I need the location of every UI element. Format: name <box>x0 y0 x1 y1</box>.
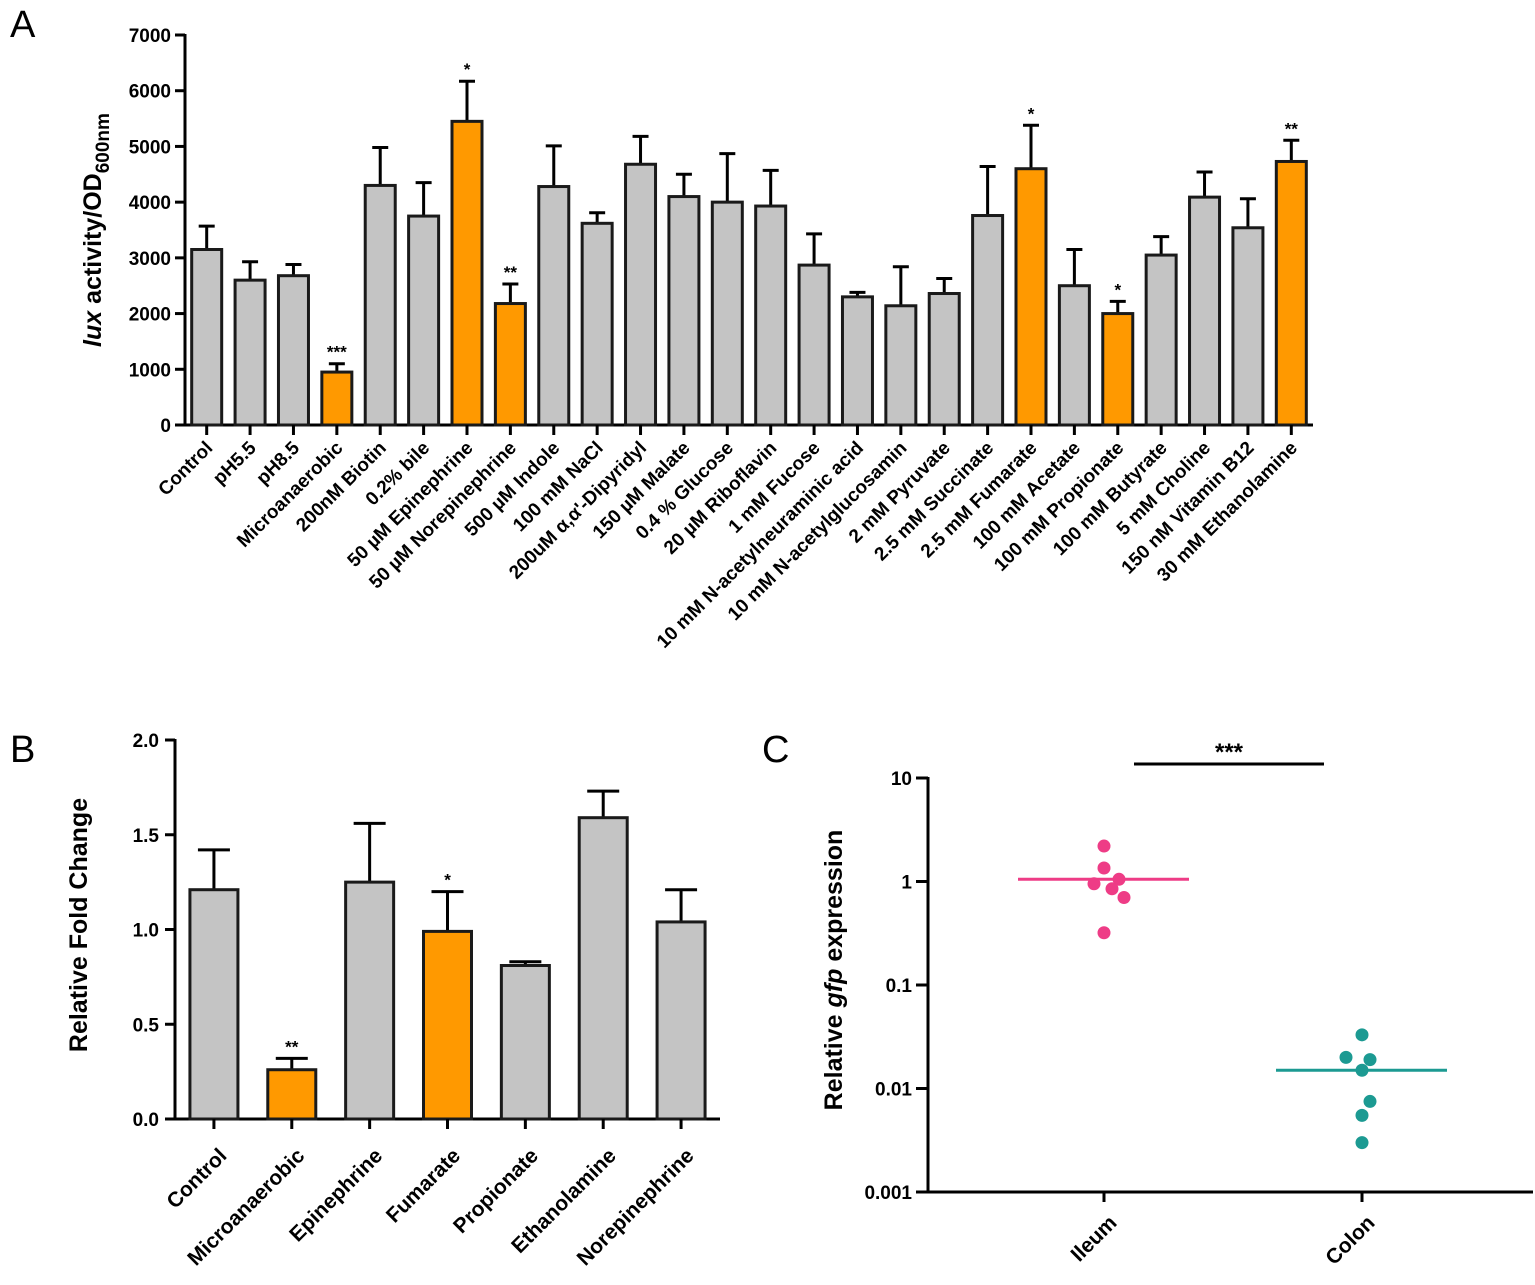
data-point <box>1097 861 1111 875</box>
y-tick-label: 10 <box>891 769 912 790</box>
category-label: Colon <box>1321 1211 1379 1269</box>
data-point <box>1363 1053 1377 1067</box>
bar <box>840 295 874 427</box>
data-point <box>1339 1050 1353 1064</box>
significance-label: ** <box>504 263 518 282</box>
data-point <box>1097 839 1111 853</box>
data-point <box>1097 926 1111 940</box>
significance-label: * <box>1114 280 1121 299</box>
data-point <box>1355 1136 1369 1150</box>
bar <box>407 214 441 427</box>
y-tick-label: 1.5 <box>133 826 160 847</box>
y-axis-label: Relative Fold Change <box>65 798 93 1052</box>
bar <box>344 880 396 1121</box>
bar <box>1014 167 1048 427</box>
significance-label: *** <box>327 343 347 362</box>
data-point <box>1087 877 1101 891</box>
significance-label: * <box>464 60 471 79</box>
bar <box>884 304 918 427</box>
data-point <box>1112 872 1126 886</box>
y-axis-label: lux activity/OD600nm <box>79 113 114 347</box>
y-label-text: activity/OD <box>79 173 107 311</box>
panel-a: A 0 1000 2000 3000 4000 5000 6000 7000 lux activ… <box>10 4 1313 653</box>
category-label: pH5.5 <box>209 437 261 489</box>
significance-label: ** <box>1285 119 1299 138</box>
bar <box>971 214 1005 427</box>
bar <box>667 195 701 427</box>
data-point <box>1355 1063 1369 1077</box>
panel-letter-c: C <box>762 729 789 771</box>
y-tick-label: 5000 <box>129 137 171 158</box>
panel-c: C 0.001 0.01 0.1 1 10 Relative gfp expression… <box>762 729 1533 1270</box>
y-tick-label: 2.0 <box>133 731 159 752</box>
bar <box>1231 226 1265 427</box>
bar <box>710 200 744 427</box>
bar <box>363 183 397 427</box>
bar <box>580 221 614 427</box>
y-tick-label: 4000 <box>129 193 171 214</box>
bar <box>1188 195 1222 427</box>
bar <box>276 274 310 427</box>
y-tick-label: 1 <box>901 873 912 894</box>
bar <box>320 370 354 427</box>
y-tick-label: 6000 <box>129 82 171 103</box>
bar <box>1144 253 1178 427</box>
bar <box>450 119 484 427</box>
bar <box>190 248 224 427</box>
bar <box>1274 159 1308 427</box>
y-axis-label: Relative gfp expression <box>820 830 848 1111</box>
category-label: Fumarate <box>382 1144 465 1227</box>
y-tick-label: 0.001 <box>864 1183 912 1204</box>
category-label: Control <box>155 438 218 501</box>
y-tick-label: 3000 <box>129 249 171 270</box>
bar <box>655 920 707 1121</box>
y-label-text: Relative <box>820 1007 848 1110</box>
data-point <box>1355 1028 1369 1042</box>
significance-label: * <box>444 871 451 890</box>
significance-label: ** <box>285 1037 299 1056</box>
bar <box>624 162 658 427</box>
bar <box>1101 312 1135 427</box>
y-label-italic: lux <box>79 310 107 347</box>
panel-letter-b: B <box>10 729 35 771</box>
y-tick-label: 1.0 <box>133 921 159 942</box>
y-tick-label: 0.5 <box>133 1015 160 1036</box>
bar <box>422 929 473 1121</box>
data-point <box>1105 882 1119 896</box>
bar <box>233 278 267 427</box>
bar <box>499 964 551 1121</box>
y-tick-label: 1000 <box>129 360 171 381</box>
y-label-subscript: 600nm <box>93 113 114 173</box>
bar <box>797 263 831 427</box>
significance-label: * <box>1028 104 1035 123</box>
y-tick-label: 0 <box>160 416 171 437</box>
bar <box>266 1068 318 1121</box>
bar <box>577 816 629 1121</box>
category-label: Control <box>162 1144 231 1213</box>
significance-label: *** <box>1215 739 1244 766</box>
bar <box>537 185 571 427</box>
bar <box>493 302 527 427</box>
category-label: Ileum <box>1066 1211 1121 1266</box>
bar <box>1057 284 1091 427</box>
panel-letter-a: A <box>10 4 36 46</box>
bar <box>927 292 961 427</box>
y-tick-label: 2000 <box>129 305 171 326</box>
y-tick-label: 7000 <box>129 26 171 47</box>
y-tick-label: 0.01 <box>875 1080 912 1101</box>
bar <box>754 204 788 427</box>
data-point <box>1117 891 1131 905</box>
data-point <box>1363 1094 1377 1108</box>
y-label-italic: gfp <box>820 969 848 1009</box>
bar <box>188 888 240 1121</box>
panel-b: B 0.0 0.5 1.0 1.5 2.0 Relative Fold Change Con… <box>10 729 720 1270</box>
y-label-text: expression <box>820 830 848 969</box>
y-tick-label: 0.1 <box>886 976 913 997</box>
data-point <box>1355 1108 1369 1122</box>
y-tick-label: 0.0 <box>133 1110 159 1131</box>
